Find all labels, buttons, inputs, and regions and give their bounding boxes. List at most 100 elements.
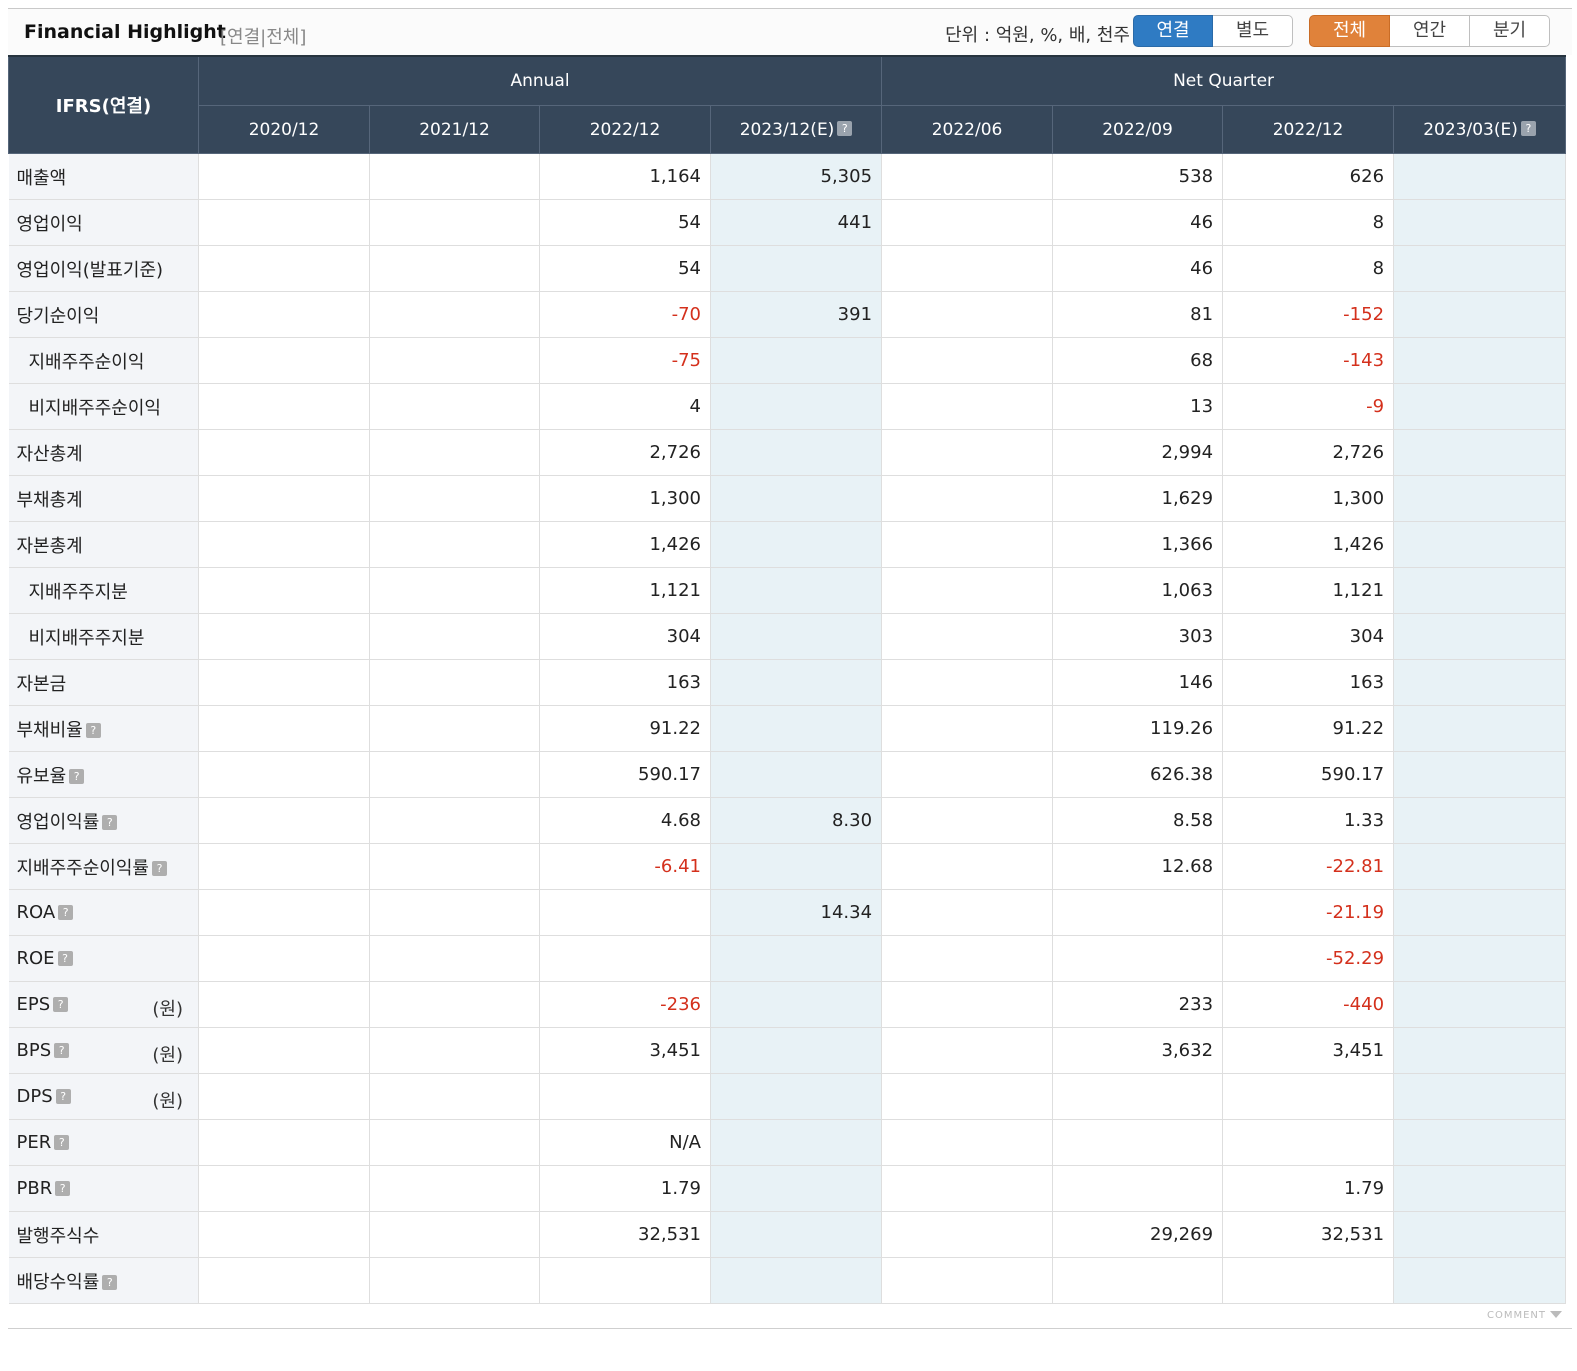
help-icon[interactable]: ? xyxy=(837,120,853,136)
help-icon[interactable]: ? xyxy=(58,905,74,920)
table-cell xyxy=(369,981,540,1028)
table-cell xyxy=(881,889,1054,936)
row-label-text: BPS xyxy=(16,1040,52,1061)
help-icon[interactable]: ? xyxy=(85,722,101,738)
table-cell: 590.17 xyxy=(1222,751,1395,798)
table-cell: -52.29 xyxy=(1222,935,1395,982)
table-cell xyxy=(198,1165,370,1212)
table-cell xyxy=(1393,337,1567,384)
table-cell xyxy=(369,1073,540,1120)
separate-button[interactable]: 별도 xyxy=(1213,15,1293,47)
table-cell xyxy=(198,751,370,798)
table-cell xyxy=(710,1211,883,1258)
financial-highlight-panel: Financial Highlight [연결|전체] 단위 : 억원, %, … xyxy=(8,8,1572,1329)
help-icon[interactable]: ? xyxy=(53,997,69,1012)
row-label-text: 부채총계 xyxy=(16,489,83,511)
row-label: PER? xyxy=(8,1119,199,1166)
unit-won: (원) xyxy=(152,1045,183,1066)
table-cell xyxy=(369,429,540,476)
help-icon[interactable]: ? xyxy=(102,814,118,830)
table-cell xyxy=(198,705,370,752)
table-row: 당기순이익 -70 391 81 -152 xyxy=(8,291,1567,338)
table-cell: -75 xyxy=(539,337,711,384)
comment-toggle[interactable]: COMMENT xyxy=(1487,1310,1562,1321)
table-cell: 91.22 xyxy=(1222,705,1395,752)
table-row: 지배주주순이익 -75 68 -143 xyxy=(8,337,1567,384)
table-cell: 3,451 xyxy=(1222,1027,1395,1074)
all-period-button[interactable]: 전체 xyxy=(1309,15,1390,47)
row-label: 지배주주순이익 xyxy=(8,337,199,384)
help-icon[interactable]: ? xyxy=(54,1135,70,1150)
table-row: 배당수익률? xyxy=(8,1257,1567,1304)
annual-button[interactable]: 연간 xyxy=(1390,15,1470,47)
table-cell xyxy=(198,935,370,982)
table-cell xyxy=(198,567,370,614)
row-label-text: 발행주식수 xyxy=(16,1225,100,1247)
table-cell xyxy=(1393,843,1567,890)
row-label: 지배주주순이익률? xyxy=(8,843,199,890)
table-cell xyxy=(198,245,370,292)
row-label: 영업이익률? xyxy=(8,797,199,844)
table-row: PER? N/A xyxy=(8,1119,1567,1166)
table-cell: 538 xyxy=(1052,153,1224,200)
table-cell xyxy=(710,613,883,660)
table-cell xyxy=(710,383,883,430)
table-cell: 391 xyxy=(710,291,883,338)
table-cell: 3,632 xyxy=(1052,1027,1224,1074)
table-cell: 91.22 xyxy=(539,705,711,752)
table-cell: -236 xyxy=(539,981,711,1028)
table-cell: 8.30 xyxy=(710,797,883,844)
table-cell: N/A xyxy=(539,1119,711,1166)
quarterly-button[interactable]: 분기 xyxy=(1470,15,1550,47)
row-label-text: 비지배주주지분 xyxy=(28,627,145,649)
table-cell xyxy=(881,521,1054,568)
table-row: BPS? (원) 3,451 3,632 3,451 xyxy=(8,1027,1567,1074)
row-label: 매출액 xyxy=(8,153,199,200)
table-cell: -152 xyxy=(1222,291,1395,338)
row-label: ROE? xyxy=(8,935,199,982)
table-cell xyxy=(1052,889,1224,936)
table-cell xyxy=(710,429,883,476)
table-cell xyxy=(369,337,540,384)
table-body: 매출액 1,164 5,305 538 626 영업이익 54 441 46 8 영업이익(발표기준… xyxy=(8,153,1567,1304)
col-header: 2022/09 xyxy=(1052,105,1224,154)
table-cell: -70 xyxy=(539,291,711,338)
help-icon[interactable]: ? xyxy=(151,860,167,876)
help-icon[interactable]: ? xyxy=(102,1274,118,1290)
help-icon[interactable]: ? xyxy=(57,951,73,966)
table-cell: 8 xyxy=(1222,245,1395,292)
table-cell xyxy=(369,291,540,338)
table-cell: 14.34 xyxy=(710,889,883,936)
help-icon[interactable]: ? xyxy=(1520,120,1536,136)
table-cell xyxy=(1393,797,1567,844)
table-cell xyxy=(1393,981,1567,1028)
table-cell: 1,121 xyxy=(539,567,711,614)
table-cell: 3,451 xyxy=(539,1027,711,1074)
row-label: 발행주식수 xyxy=(8,1211,199,1258)
table-cell: 1,366 xyxy=(1052,521,1224,568)
table-cell: 46 xyxy=(1052,199,1224,246)
help-icon[interactable]: ? xyxy=(69,768,85,784)
help-icon[interactable]: ? xyxy=(54,1043,70,1058)
table-cell: 1,121 xyxy=(1222,567,1395,614)
help-icon[interactable]: ? xyxy=(55,1089,71,1104)
panel-header: Financial Highlight [연결|전체] 단위 : 억원, %, … xyxy=(8,8,1572,55)
table-cell xyxy=(710,1165,883,1212)
table-row: 자산총계 2,726 2,994 2,726 xyxy=(8,429,1567,476)
table-cell: 1,629 xyxy=(1052,475,1224,522)
table-cell: 13 xyxy=(1052,383,1224,430)
table-cell: 1,300 xyxy=(539,475,711,522)
row-label: 부채비율? xyxy=(8,705,199,752)
table-cell xyxy=(881,659,1054,706)
highlight-table: IFRS(연결) Annual Net Quarter 2020/12 2021… xyxy=(8,55,1567,1304)
row-label-text: ROE xyxy=(16,948,55,969)
table-cell: 68 xyxy=(1052,337,1224,384)
help-icon[interactable]: ? xyxy=(55,1181,71,1196)
table-cell xyxy=(369,199,540,246)
table-cell: 233 xyxy=(1052,981,1224,1028)
row-label-text: 영업이익(발표기준) xyxy=(16,259,164,281)
table-cell xyxy=(198,1211,370,1258)
consolidated-button[interactable]: 연결 xyxy=(1133,15,1213,47)
table-cell xyxy=(710,751,883,798)
table-cell xyxy=(539,1073,711,1120)
